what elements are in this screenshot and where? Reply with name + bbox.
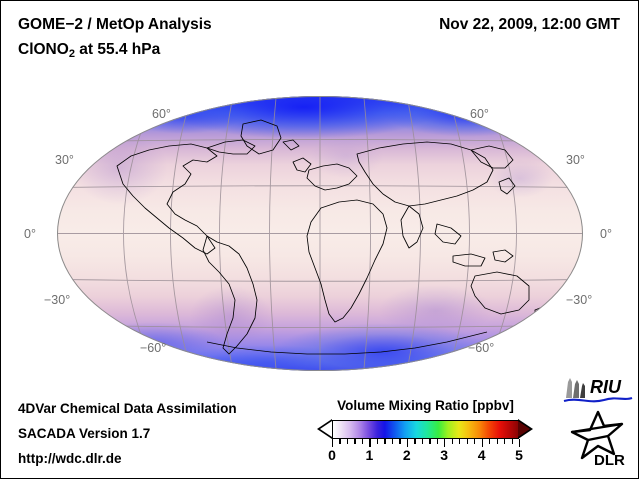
colorbar-title: Volume Mixing Ratio [ppbv] [337, 398, 514, 413]
colorbar-gradient [332, 420, 519, 439]
riu-tower-icon [566, 378, 585, 398]
riu-wordmark: RIU [590, 377, 622, 397]
colorbar-tick-labels: 0 1 2 3 4 5 [318, 447, 533, 467]
species-name: ClONO [18, 41, 69, 58]
version-label: SACADA Version 1.7 [18, 426, 151, 441]
riu-swoosh-icon [563, 396, 633, 403]
colorbar-major-tick [406, 439, 409, 447]
colorbar-minor-tick [414, 439, 416, 444]
colorbar-minor-tick [339, 439, 341, 444]
dlr-mark-icon [570, 410, 624, 460]
colorbar-major-tick [369, 439, 371, 447]
source-url: http://wdc.dlr.de [18, 451, 122, 466]
method-label: 4DVar Chemical Data Assimilation [18, 401, 237, 416]
riu-logo: RIU [563, 377, 633, 403]
lat-label-left-60: 60° [152, 107, 171, 121]
colorbar-major-tick [444, 439, 446, 447]
colorbar-minor-tick [384, 439, 386, 444]
field-antarctic-maximum [57, 96, 583, 371]
colorbar-minor-tick [459, 439, 461, 444]
species-level: at 55.4 hPa [74, 41, 161, 58]
timestamp: Nov 22, 2009, 12:00 GMT [439, 16, 620, 33]
colorbar-overflow-fill [518, 420, 530, 437]
colorbar-minor-tick [489, 439, 491, 444]
colorbar-ticks [332, 439, 521, 448]
colorbar-minor-tick [361, 439, 364, 444]
colorbar-minor-tick [354, 439, 356, 444]
colorbar-major-tick [332, 439, 334, 447]
colorbar-minor-tick [436, 439, 439, 444]
lat-label-right-30: 30° [566, 153, 585, 167]
lat-label-left-30: 30° [55, 153, 74, 167]
lat-label-right-60: 60° [470, 107, 489, 121]
colorbar-tick-label: 0 [328, 447, 336, 463]
colorbar-minor-tick [466, 439, 468, 444]
dlr-wordmark: DLR [594, 452, 625, 468]
lat-label-left-0: 0° [24, 227, 36, 241]
lat-label-right-m60: −60° [468, 341, 495, 355]
lat-label-left-m30: −30° [44, 293, 71, 307]
page-title: GOME−2 / MetOp Analysis [18, 16, 212, 33]
colorbar-minor-tick [496, 439, 498, 444]
lat-label-right-0: 0° [600, 227, 612, 241]
colorbar-tick-label: 3 [440, 447, 449, 463]
colorbar-major-tick [519, 439, 521, 447]
colorbar-minor-tick [511, 439, 513, 444]
colorbar-minor-tick [429, 439, 431, 444]
colorbar-tick-label: 2 [402, 447, 411, 463]
lat-label-left-m60: −60° [140, 341, 167, 355]
colorbar-minor-tick [504, 439, 506, 444]
lat-label-right-m30: −30° [566, 293, 593, 307]
species-title: ClONO2 at 55.4 hPa [18, 41, 161, 60]
colorbar: Volume Mixing Ratio [ppbv] 0 1 2 3 4 5 [317, 398, 533, 470]
colorbar-minor-tick [474, 439, 476, 444]
colorbar-minor-tick [399, 439, 401, 444]
mollweide-data-field [57, 96, 583, 371]
colorbar-minor-tick [391, 439, 394, 444]
colorbar-minor-tick [421, 439, 424, 444]
map-panel: 60° 30° 0° −30° −60° 60° 30° 0° −30° −60… [0, 85, 640, 380]
colorbar-major-tick [481, 439, 483, 447]
colorbar-underflow-fill [319, 420, 332, 437]
colorbar-minor-tick [346, 439, 349, 444]
colorbar-minor-tick [451, 439, 453, 444]
colorbar-tick-label: 1 [365, 447, 374, 463]
species-subscript: 2 [68, 48, 75, 60]
colorbar-tick-label: 4 [477, 447, 486, 463]
dlr-logo: DLR [570, 410, 625, 468]
colorbar-minor-tick [376, 439, 379, 444]
colorbar-tick-label: 5 [515, 447, 523, 463]
